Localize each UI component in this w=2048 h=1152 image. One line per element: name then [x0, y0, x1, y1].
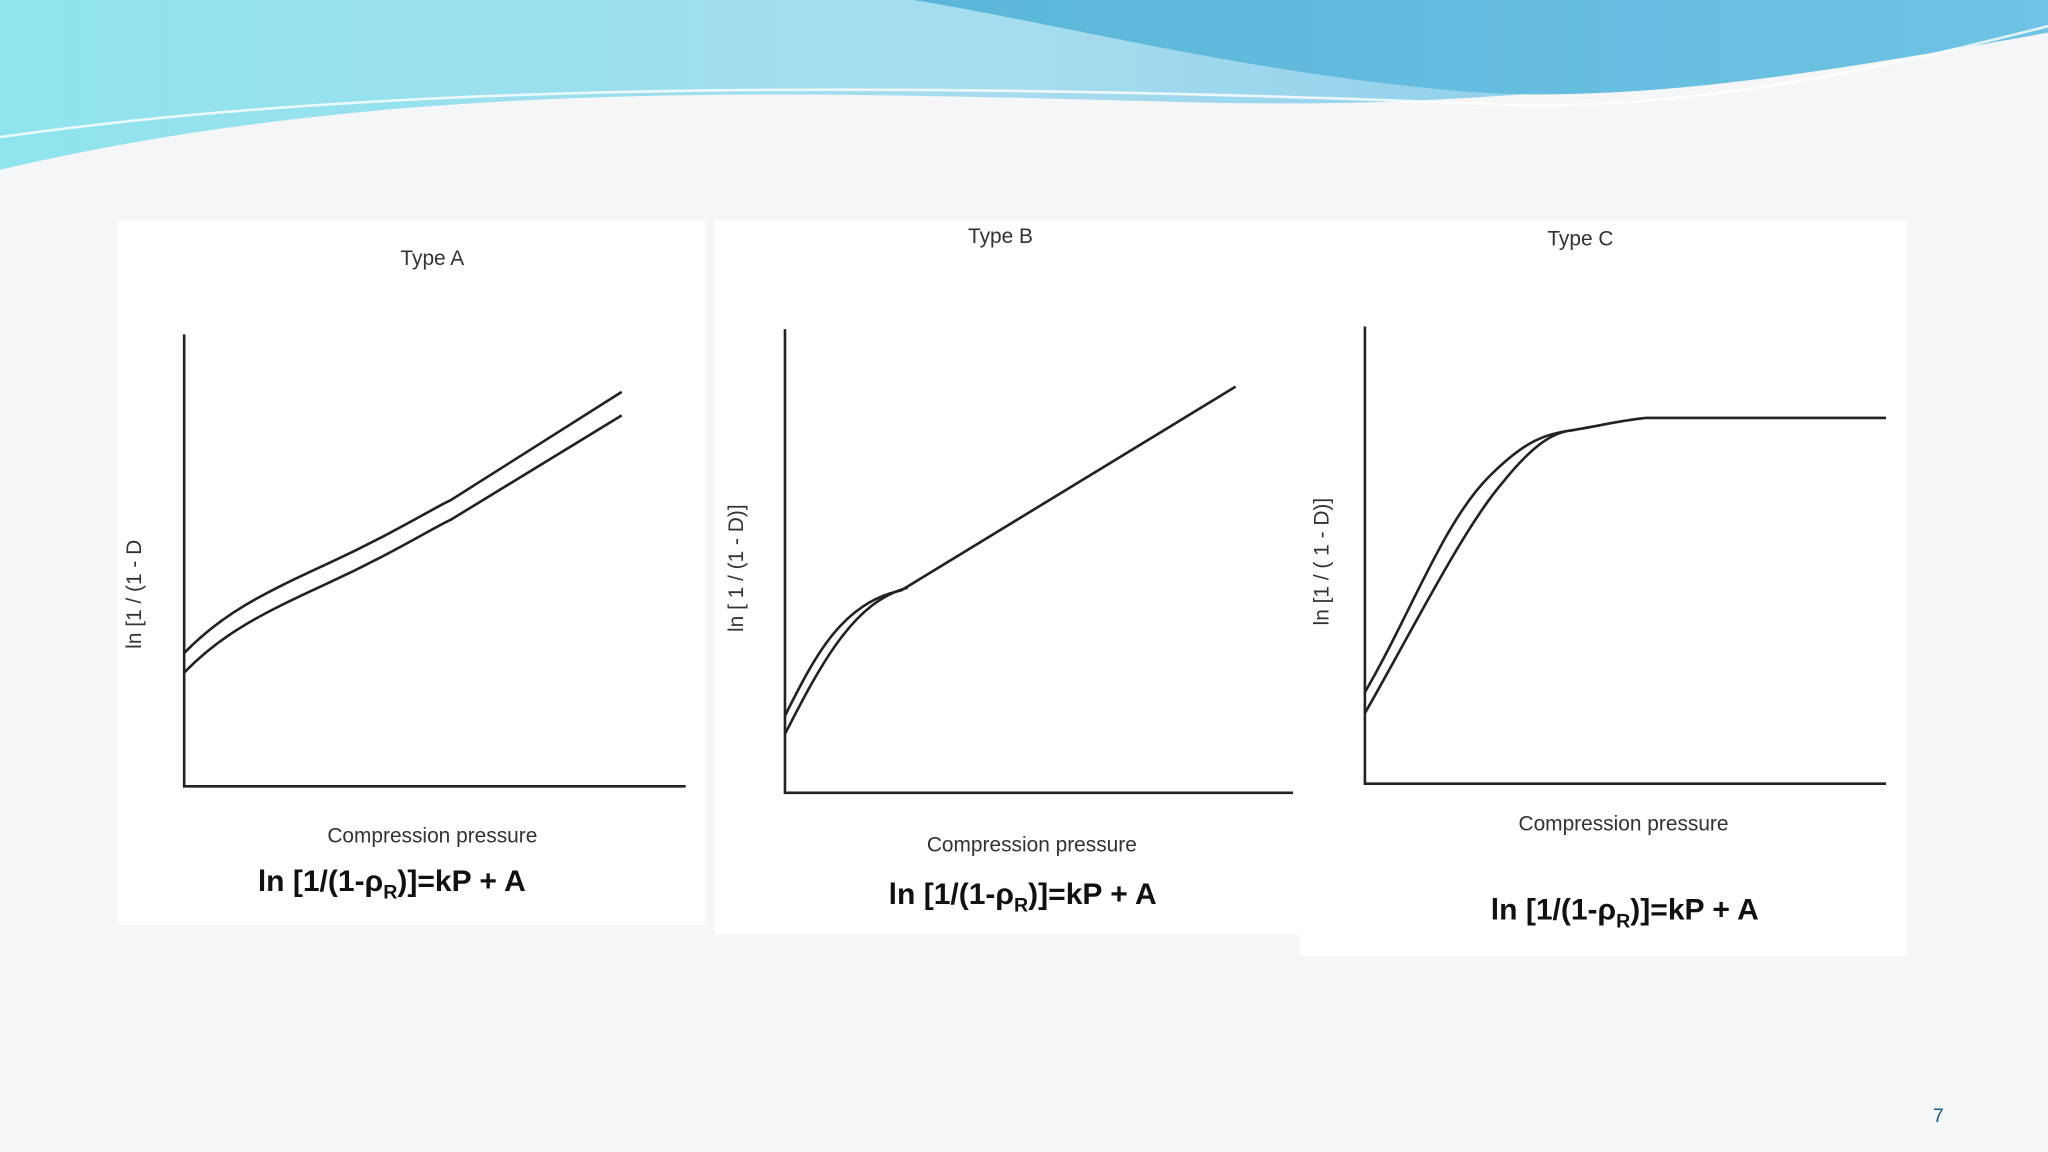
- curve: [183, 390, 623, 654]
- header-wave-dark: [914, 0, 2048, 95]
- equation: ln [1/(1-ρR)]=kP + A: [258, 865, 526, 904]
- equation-subscript: R: [1616, 910, 1630, 932]
- y-axis-label: ln [1 / ( 1 - D)]: [1310, 498, 1333, 626]
- axes: [182, 334, 686, 788]
- equation-main: ln [1/(1-ρ: [258, 865, 383, 898]
- y-axis-label: ln [ 1 / (1 - D)]: [725, 504, 748, 632]
- y-axis-label: ln [1 / (1 - D: [123, 540, 146, 649]
- panel-bg: [1299, 219, 1907, 957]
- panel-title: Type B: [968, 225, 1033, 248]
- curve: [183, 414, 623, 674]
- chart-panel: Type C ln [1 / ( 1 - D)] Compression press…: [1310, 228, 1887, 933]
- equation-subscript: R: [1014, 895, 1028, 917]
- panel-title: Type A: [400, 247, 464, 270]
- axes: [783, 329, 1294, 795]
- equation: ln [1/(1-ρR)]=kP + A: [889, 878, 1157, 917]
- curve: [1363, 416, 1887, 693]
- x-axis-label: Compression pressure: [1519, 813, 1729, 836]
- page-number: 7: [1933, 1105, 1944, 1127]
- chart-panel: Type B ln [ 1 / (1 - D)] Compression press…: [725, 225, 1294, 917]
- equation-subscript: R: [383, 882, 397, 904]
- panel-bg: [714, 219, 1300, 934]
- equation-tail: )]=kP + A: [1630, 894, 1759, 927]
- equation: ln [1/(1-ρR)]=kP + A: [1491, 894, 1759, 933]
- equation-main: ln [1/(1-ρ: [1491, 894, 1616, 927]
- curve: [1363, 429, 1568, 714]
- equation-tail: )]=kP + A: [1028, 878, 1157, 911]
- equation-tail: )]=kP + A: [397, 865, 526, 898]
- panel-bg: [117, 219, 706, 925]
- x-axis-label: Compression pressure: [927, 834, 1137, 857]
- equation-main: ln [1/(1-ρ: [889, 878, 1014, 911]
- x-axis-label: Compression pressure: [327, 824, 537, 847]
- header-line: [0, 24, 2048, 139]
- axes: [1363, 326, 1887, 785]
- panel-title: Type C: [1547, 228, 1613, 251]
- curve: [783, 586, 909, 735]
- chart-panel: Type A ln [1 / (1 - D Compression pressure…: [123, 247, 686, 904]
